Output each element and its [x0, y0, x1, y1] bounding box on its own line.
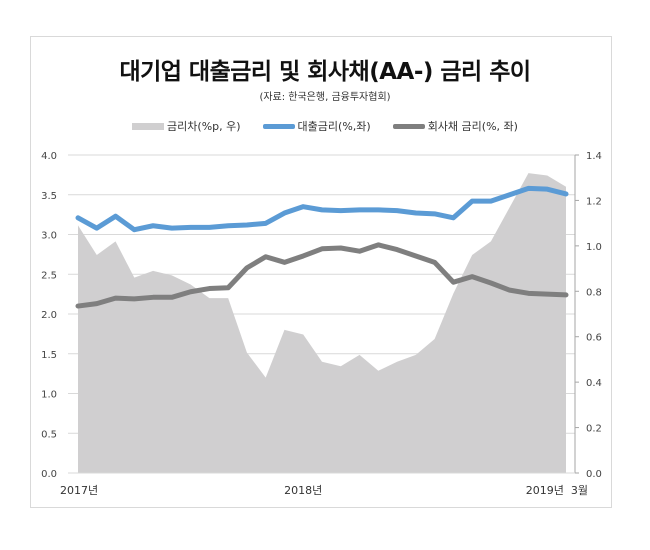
right-axis-tick-label: 1.0 [586, 242, 602, 253]
x-axis-tick-label: 2019년 3월 [526, 484, 588, 497]
legend-label-loan-rate: 대출금리(%,좌) [297, 120, 371, 133]
left-axis-tick-label: 1.5 [41, 350, 57, 361]
left-axis-tick-label: 0.5 [41, 429, 57, 440]
left-axis-tick-label: 1.0 [41, 390, 57, 401]
legend-label-corp-bond: 회사채 금리(%, 좌) [427, 120, 518, 133]
left-axis-tick-label: 2.0 [41, 310, 57, 321]
legend-item-corp-bond: 회사채 금리(%, 좌) [392, 118, 518, 134]
spread-area [78, 173, 566, 473]
right-axis-tick-label: 0.2 [586, 424, 602, 435]
legend-label-spread: 금리차(%p, 우) [167, 120, 241, 133]
legend-swatch-loan-rate [262, 123, 295, 129]
x-axis-tick-label: 2017년 [60, 484, 98, 497]
left-axis-tick-label: 2.5 [41, 270, 57, 281]
right-axis-tick-label: 0.8 [586, 287, 602, 298]
right-axis-tick-label: 0.4 [586, 378, 602, 389]
left-axis-tick-label: 3.0 [41, 231, 57, 242]
left-axis-tick-label: 0.0 [41, 469, 57, 480]
legend-item-loan-rate: 대출금리(%,좌) [262, 118, 371, 134]
right-axis-tick-label: 1.2 [586, 196, 602, 207]
legend-swatch-corp-bond [392, 123, 425, 129]
legend: 금리차(%p, 우) 대출금리(%,좌) 회사채 금리(%, 좌) [0, 118, 650, 134]
right-axis-tick-label: 0.6 [586, 333, 602, 344]
chart-title: 대기업 대출금리 및 회사채(AA-) 금리 추이 [119, 59, 531, 85]
legend-item-spread: 금리차(%p, 우) [132, 118, 241, 134]
left-axis-tick-label: 3.5 [41, 191, 57, 202]
right-axis-tick-label: 1.4 [586, 151, 602, 162]
left-axis-tick-label: 4.0 [41, 151, 57, 162]
chart-subtitle: (자료: 한국은행, 금융투자협회) [259, 92, 391, 103]
legend-swatch-spread [132, 122, 165, 130]
x-axis-tick-label: 2018년 [284, 484, 322, 497]
right-axis-tick-label: 0.0 [586, 469, 602, 480]
